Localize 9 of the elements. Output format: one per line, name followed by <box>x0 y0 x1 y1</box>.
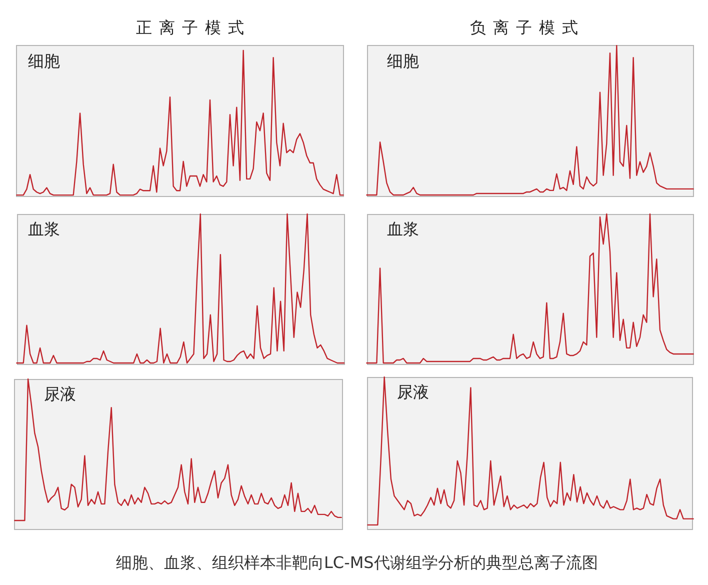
text: 正离子模式 <box>136 18 244 37</box>
chart-title: 血浆 <box>28 220 60 238</box>
chart-title: 尿液 <box>44 384 76 404</box>
text: 细胞、血浆、组织样本非靶向LC-MS代谢组学分析的典型总离子流图 <box>116 553 598 572</box>
chart-title: 血浆 <box>387 220 419 238</box>
chart-title: 细胞 <box>28 52 60 70</box>
text: 负离子模式 <box>470 18 578 37</box>
chart-title: 尿液 <box>397 382 429 402</box>
chart-title: 细胞 <box>387 52 419 70</box>
